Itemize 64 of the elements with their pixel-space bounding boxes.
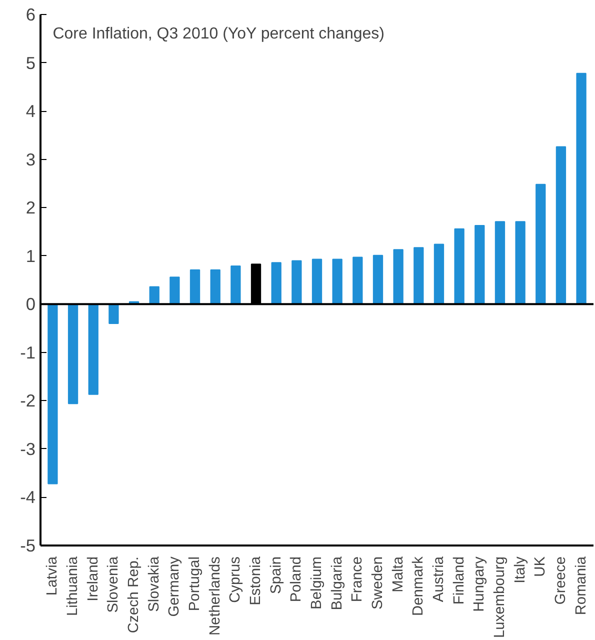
x-tick-label: Czech Rep. xyxy=(126,556,142,634)
x-tick-label: Slovakia xyxy=(146,556,162,612)
bar xyxy=(352,256,363,305)
bar xyxy=(414,247,424,305)
y-tick-label: 1 xyxy=(26,246,36,266)
x-tick-label: France xyxy=(350,556,366,602)
bar xyxy=(230,266,241,305)
bar xyxy=(88,304,98,395)
bar xyxy=(434,244,444,305)
bar xyxy=(474,224,485,305)
y-tick-label: 2 xyxy=(26,198,36,218)
bar xyxy=(190,269,200,305)
y-tick-label: 4 xyxy=(26,101,36,122)
x-tick-label: Lithuania xyxy=(65,556,82,616)
bar xyxy=(556,146,566,305)
y-tick-label: 0 xyxy=(26,294,36,314)
bar xyxy=(170,276,180,305)
bar xyxy=(372,254,384,305)
text: Core Inflation, Q3 2010 (YoY percent changes) xyxy=(52,25,384,42)
bar xyxy=(494,221,506,305)
x-tick-label: Poland xyxy=(288,556,305,602)
bar xyxy=(312,258,322,305)
x-tick-label: Bulgaria xyxy=(329,556,346,610)
y-tick-label: 5 xyxy=(26,52,36,73)
bar xyxy=(271,262,282,305)
x-tick-label: Latvia xyxy=(44,556,61,596)
x-tick-label: Portugal xyxy=(187,556,204,612)
bar xyxy=(454,228,464,305)
x-tick-label: Sweden xyxy=(370,556,386,610)
bar xyxy=(68,304,78,404)
y-tick-label: -3 xyxy=(20,438,36,459)
y-tick-label: -2 xyxy=(20,390,36,411)
bar xyxy=(393,249,404,305)
y-tick-label: 3 xyxy=(26,149,36,170)
bar xyxy=(536,184,546,305)
x-tick-label: Germany xyxy=(166,556,183,617)
x-tick-label: Austria xyxy=(430,556,447,602)
x-tick-label: Malta xyxy=(390,556,406,592)
x-tick-label: Luxembourg xyxy=(492,556,508,638)
x-tick-label: Romania xyxy=(573,556,590,616)
x-tick-label: Finland xyxy=(451,556,468,605)
x-tick-label: Hungary xyxy=(472,556,488,612)
bar xyxy=(292,260,302,305)
x-tick-label: Denmark xyxy=(410,556,427,616)
y-tick-label: 6 xyxy=(26,4,36,24)
x-tick-label: Spain xyxy=(268,556,284,594)
x-tick-label: Slovenia xyxy=(106,556,122,613)
bar xyxy=(332,258,342,305)
y-tick-label: -4 xyxy=(20,487,36,508)
x-tick-label: Estonia xyxy=(248,556,264,606)
x-tick-label: Cyprus xyxy=(228,556,244,603)
y-tick-label: -5 xyxy=(20,536,36,556)
bar xyxy=(108,304,119,324)
bar xyxy=(576,72,586,305)
x-tick-label: Ireland xyxy=(85,556,102,602)
x-tick-label: Greece xyxy=(552,556,569,605)
x-tick-label: UK xyxy=(532,556,549,577)
bar xyxy=(210,269,220,305)
bar xyxy=(515,221,526,305)
y-tick-label: -1 xyxy=(20,342,36,362)
bar xyxy=(48,304,58,484)
x-tick-label: Belgium xyxy=(309,556,325,610)
x-tick-label: Netherlands xyxy=(207,556,224,636)
x-tick-label: Italy xyxy=(512,556,528,584)
